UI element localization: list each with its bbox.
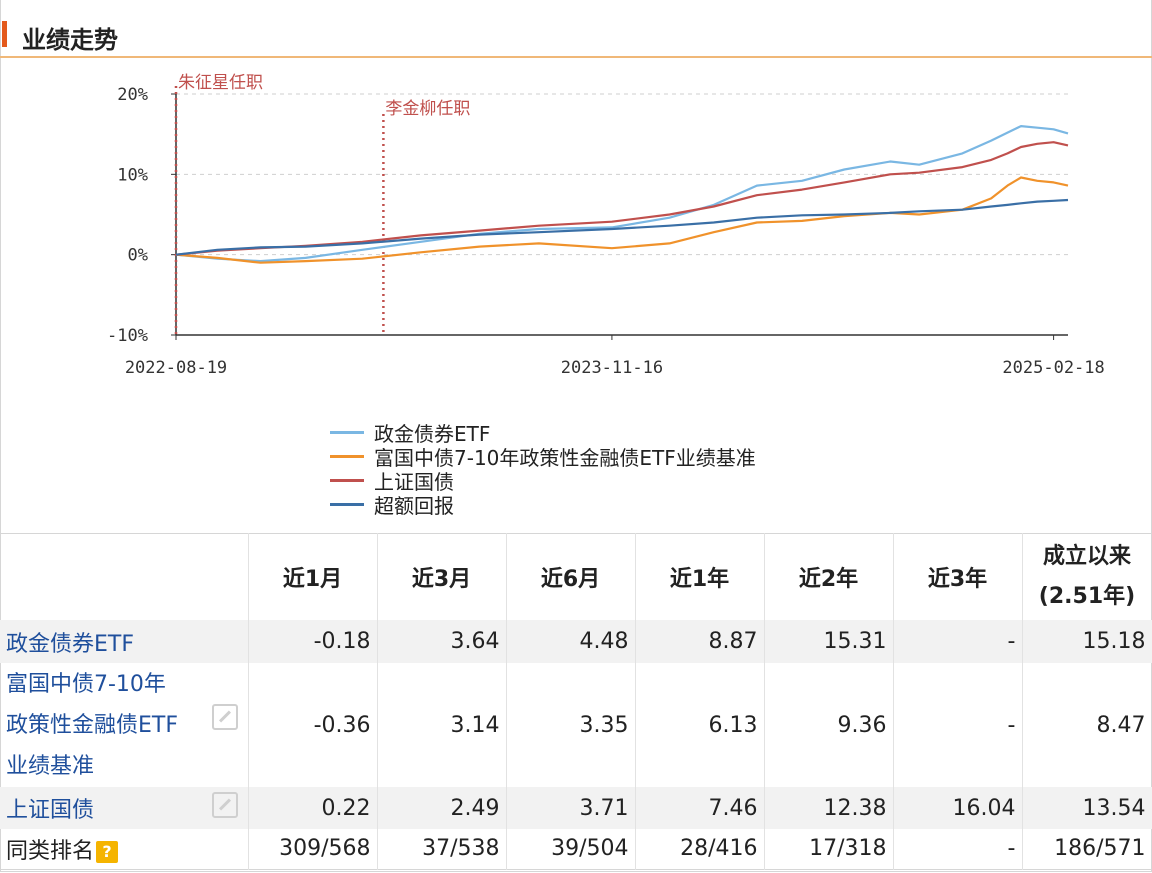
annotation-label: 李金柳任职 (385, 99, 470, 119)
row-name-line: 业绩基准 (6, 753, 95, 779)
legend-item[interactable]: 超额回报 (330, 492, 756, 518)
edit-icon[interactable] (211, 792, 238, 818)
row-name[interactable]: 富国中债7-10年 政策性金融债ETF 业绩基准 (0, 663, 249, 787)
table-row: 富国中债7-10年 政策性金融债ETF 业绩基准 -0.36 3.14 3.35… (0, 663, 1152, 787)
table-cell: -0.18 (248, 620, 378, 663)
legend-swatch (330, 478, 364, 482)
table-cell: 15.31 (764, 620, 894, 663)
table-cell: 8.47 (1022, 663, 1152, 787)
table-cell: 9.36 (764, 663, 894, 787)
table-cell: 15.18 (1022, 620, 1152, 663)
legend-swatch (330, 502, 364, 506)
section-accent-bar (2, 21, 7, 47)
y-tick-label: -10% (107, 326, 148, 346)
row-name-rank: 同类排名? (0, 829, 249, 869)
y-tick-label: 20% (117, 85, 148, 105)
legend-item[interactable]: 政金债券ETF (330, 420, 756, 446)
table-row: 政金债券ETF -0.18 3.64 4.48 8.87 15.31 - 15.… (0, 620, 1152, 663)
section-header: 业绩走势 (0, 10, 1152, 58)
performance-chart: 20% 10% 0% -10% 2022-08-19 2023-11-16 2025-02-… (107, 73, 1105, 378)
table-cell: 2.49 (377, 787, 507, 829)
row-name-line: 政策性金融债ETF (6, 712, 178, 738)
header-cell: 近1月 (248, 533, 378, 620)
header-cell: 近3年 (893, 533, 1023, 620)
row-name[interactable]: 政金债券ETF (0, 620, 249, 663)
series-line (175, 198, 1069, 256)
table-cell: - (893, 620, 1023, 663)
table-header-row: 近1月 近3月 近6月 近1年 近2年 近3年 成立以来 (2.51年) (0, 533, 1152, 620)
table-cell: 3.14 (377, 663, 507, 787)
table-cell: 186/571 (1022, 829, 1152, 869)
legend-label: 超额回报 (374, 493, 454, 518)
table-cell: 28/416 (635, 829, 765, 869)
series-line (175, 125, 1069, 263)
legend-swatch (330, 454, 364, 458)
table-cell: 309/568 (248, 829, 378, 869)
table-row: 上证国债 0.22 2.49 3.71 7.46 12.38 16.04 13.… (0, 787, 1152, 829)
x-tick-label: 2025-02-18 (1002, 358, 1104, 378)
table-cell: 6.13 (635, 663, 765, 787)
chart-legend: 政金债券ETF 富国中债7-10年政策性金融债ETF业绩基准 上证国债 超额回报 (330, 420, 756, 518)
table-cell: - (893, 829, 1023, 869)
header-cell: 近1年 (635, 533, 765, 620)
header-since-years: (2.51年) (1038, 584, 1136, 609)
legend-item[interactable]: 上证国债 (330, 468, 756, 494)
legend-label: 政金债券ETF (374, 421, 491, 446)
legend-item[interactable]: 富国中债7-10年政策性金融债ETF业绩基准 (330, 444, 756, 470)
row-name[interactable]: 上证国债 (0, 787, 249, 829)
legend-label: 上证国债 (374, 469, 454, 494)
table-cell: 4.48 (506, 620, 636, 663)
table-cell: 7.46 (635, 787, 765, 829)
table-row: 同类排名? 309/568 37/538 39/504 28/416 17/31… (0, 829, 1152, 869)
series-line (175, 141, 1069, 256)
header-cell: 近6月 (506, 533, 636, 620)
performance-table: 近1月 近3月 近6月 近1年 近2年 近3年 成立以来 (2.51年) 政金债… (0, 533, 1152, 870)
y-tick-label: 10% (117, 165, 148, 185)
table-cell: 0.22 (248, 787, 378, 829)
section-title: 业绩走势 (22, 26, 118, 54)
table-cell: 3.64 (377, 620, 507, 663)
header-cell: 近3月 (377, 533, 507, 620)
row-name-line: 富国中债7-10年 (6, 671, 166, 697)
table-cell: 12.38 (764, 787, 894, 829)
legend-swatch (330, 430, 364, 434)
annotation-label: 朱征星任职 (178, 73, 263, 93)
series-line (175, 176, 1069, 264)
header-cell-since-inception: 成立以来 (2.51年) (1022, 533, 1152, 620)
table-cell: 3.71 (506, 787, 636, 829)
header-cell: 近2年 (764, 533, 894, 620)
table-cell: -0.36 (248, 663, 378, 787)
y-tick-label: 0% (128, 246, 148, 266)
table-cell: 13.54 (1022, 787, 1152, 829)
x-tick-label: 2022-08-19 (125, 358, 227, 378)
table-cell: 8.87 (635, 620, 765, 663)
table-cell: 3.35 (506, 663, 636, 787)
edit-icon[interactable] (211, 703, 238, 730)
legend-label: 富国中债7-10年政策性金融债ETF业绩基准 (374, 445, 756, 470)
table-cell: - (893, 663, 1023, 787)
table-cell: 17/318 (764, 829, 894, 869)
table-cell: 16.04 (893, 787, 1023, 829)
header-name-cell (0, 533, 249, 620)
x-tick-label: 2023-11-16 (561, 358, 663, 378)
table-cell: 39/504 (506, 829, 636, 869)
header-since-label: 成立以来 (1042, 544, 1131, 569)
table-cell: 37/538 (377, 829, 507, 869)
help-icon[interactable]: ? (96, 840, 119, 863)
